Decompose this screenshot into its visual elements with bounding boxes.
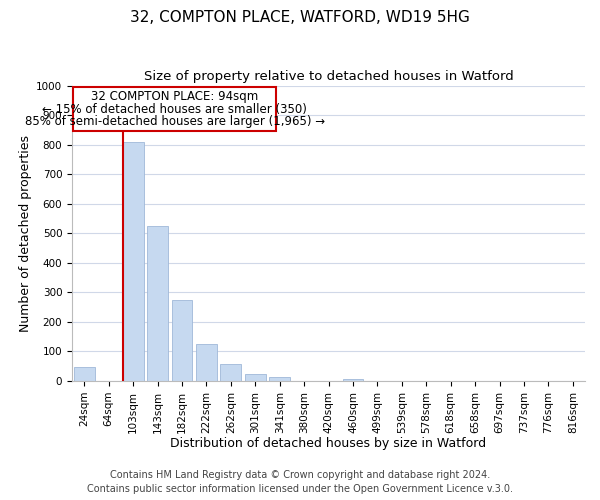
X-axis label: Distribution of detached houses by size in Watford: Distribution of detached houses by size …: [170, 437, 487, 450]
Bar: [269, 378, 290, 381]
Bar: [196, 344, 217, 381]
Text: 85% of semi-detached houses are larger (1,965) →: 85% of semi-detached houses are larger (…: [25, 115, 325, 128]
Text: 32, COMPTON PLACE, WATFORD, WD19 5HG: 32, COMPTON PLACE, WATFORD, WD19 5HG: [130, 10, 470, 25]
Bar: [220, 364, 241, 381]
Bar: [147, 226, 168, 381]
Bar: [172, 300, 193, 381]
Bar: [73, 87, 276, 132]
Title: Size of property relative to detached houses in Watford: Size of property relative to detached ho…: [143, 70, 514, 83]
Text: 32 COMPTON PLACE: 94sqm: 32 COMPTON PLACE: 94sqm: [91, 90, 258, 104]
Bar: [343, 379, 364, 381]
Y-axis label: Number of detached properties: Number of detached properties: [19, 135, 32, 332]
Bar: [245, 374, 266, 381]
Text: Contains HM Land Registry data © Crown copyright and database right 2024.
Contai: Contains HM Land Registry data © Crown c…: [87, 470, 513, 494]
Bar: [74, 367, 95, 381]
Bar: [123, 142, 143, 381]
Text: ← 15% of detached houses are smaller (350): ← 15% of detached houses are smaller (35…: [42, 102, 307, 116]
